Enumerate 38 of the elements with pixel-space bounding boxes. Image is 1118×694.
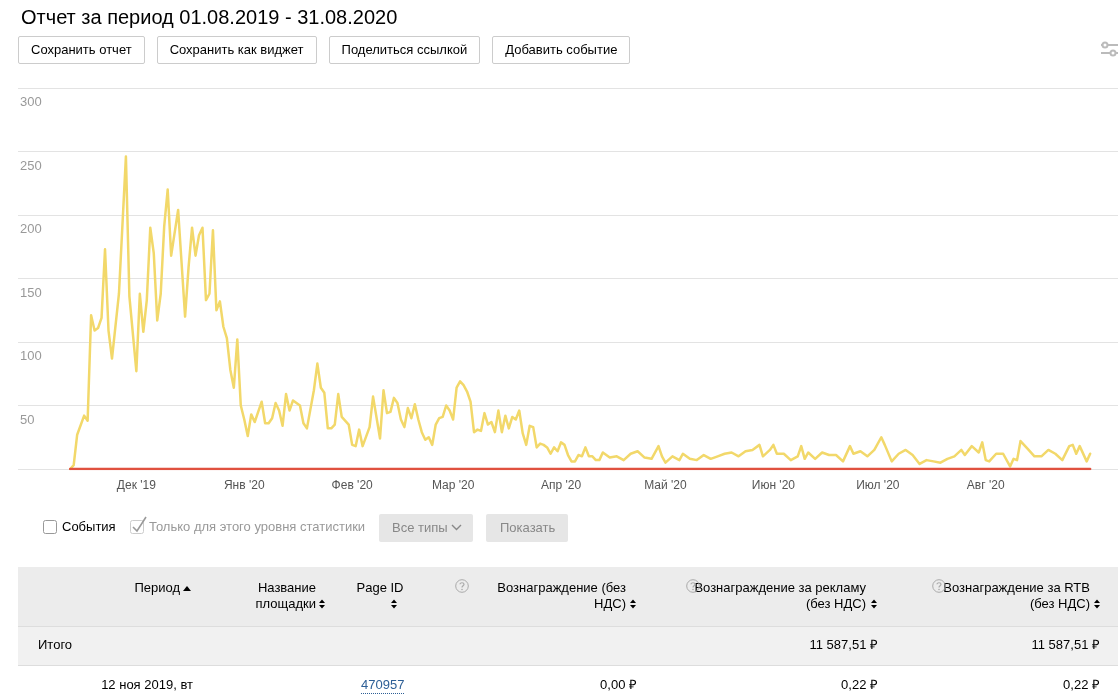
chart-title: Отчет за период 01.08.2019 - 31.08.2020 [21, 6, 398, 28]
y-tick-label: 200 [20, 221, 42, 236]
text: 11 587,51 ₽ [1030, 637, 1100, 653]
text: 470957 [361, 677, 405, 694]
text: Показать [500, 520, 556, 535]
text: Сохранить как виджет [156, 36, 317, 64]
text: Поделиться ссылкой [328, 36, 481, 64]
y-tick-label: 250 [20, 157, 42, 173]
x-tick-label: Дек '19 [116, 478, 157, 492]
x-tick-label: Май '20 [644, 478, 688, 492]
text: Добавить событие [492, 36, 631, 64]
x-tick-label: Апр '20 [540, 478, 582, 492]
y-tick-label: 300 [20, 94, 42, 109]
text: Сохранить отчет [18, 36, 145, 64]
text: Все типы [392, 520, 448, 535]
text: События [62, 519, 116, 534]
x-tick-label: Июл '20 [856, 478, 900, 492]
text: Итого [38, 637, 74, 653]
x-tick-label: Фев '20 [331, 478, 374, 492]
text: Page ID [356, 580, 404, 596]
text: 11 587,51 ₽ [808, 637, 878, 653]
text: 0,00 ₽ [599, 677, 637, 693]
x-tick-label: Янв '20 [223, 478, 265, 492]
text: Вознаграждение за RTB (без НДС) [942, 580, 1090, 612]
y-tick-label: 50 [20, 411, 35, 427]
x-tick-label: Авг '20 [966, 478, 1005, 492]
text: Название площадки [254, 580, 316, 612]
text: Вознаграждение (без НДС) [496, 580, 626, 612]
y-tick-label: 100 [20, 348, 42, 363]
text: 0,22 ₽ [840, 677, 878, 693]
text: Период [133, 580, 180, 596]
text: 0,22 ₽ [1062, 677, 1100, 693]
text: Только для этого уровня статистики [149, 519, 366, 534]
x-tick-label: Мар '20 [431, 478, 475, 492]
text: 12 ноя 2019, вт [100, 677, 193, 693]
x-tick-label: Июн '20 [751, 478, 796, 492]
text: Вознаграждение за рекламу (без НДС) [693, 580, 866, 612]
y-tick-label: 150 [20, 284, 42, 300]
